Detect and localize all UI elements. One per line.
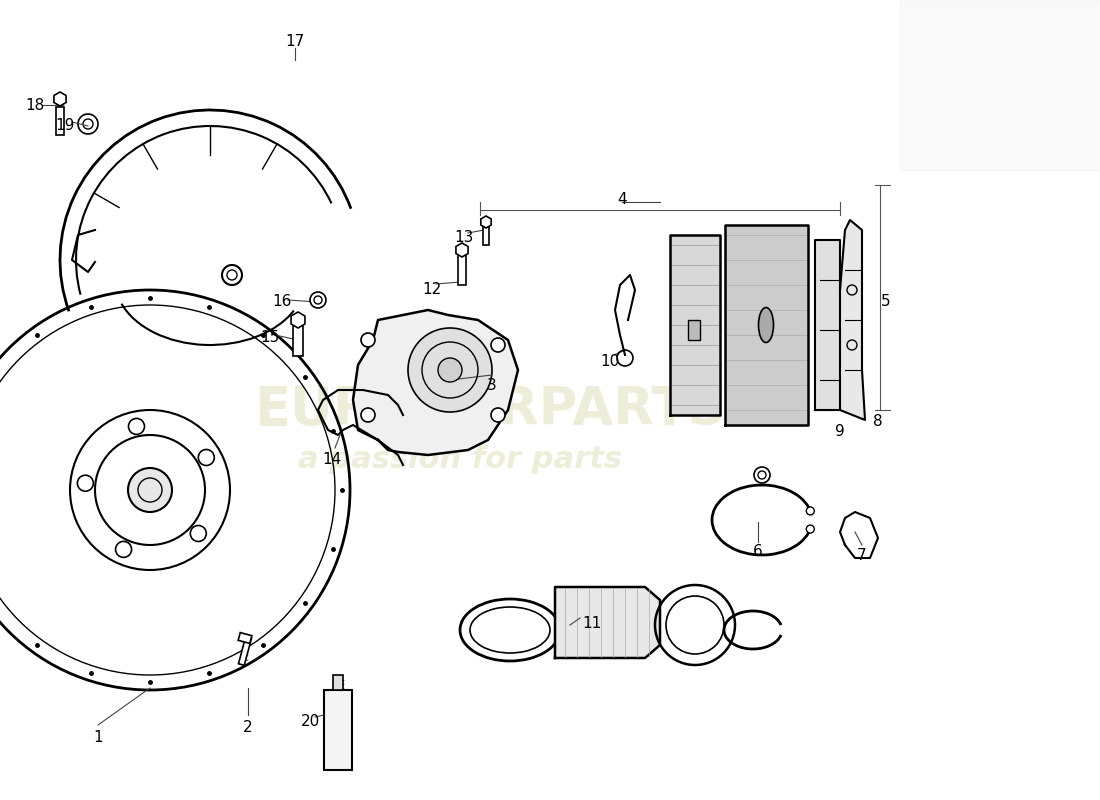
- Text: 16: 16: [273, 294, 292, 310]
- Bar: [239, 637, 252, 666]
- Polygon shape: [54, 92, 66, 106]
- Text: 15: 15: [261, 330, 279, 346]
- Circle shape: [222, 265, 242, 285]
- Text: 18: 18: [25, 98, 45, 113]
- Text: 17: 17: [285, 34, 305, 50]
- Text: 8: 8: [873, 414, 883, 430]
- Bar: [56, 107, 64, 135]
- Circle shape: [806, 525, 814, 533]
- Text: 5: 5: [881, 294, 891, 310]
- Bar: [458, 255, 466, 285]
- Circle shape: [408, 328, 492, 412]
- Polygon shape: [455, 243, 469, 257]
- Text: 20: 20: [300, 714, 320, 730]
- Bar: [688, 320, 700, 340]
- Circle shape: [128, 468, 172, 512]
- Circle shape: [361, 333, 375, 347]
- Circle shape: [361, 408, 375, 422]
- Polygon shape: [670, 235, 720, 415]
- Circle shape: [78, 114, 98, 134]
- Polygon shape: [353, 310, 518, 455]
- Polygon shape: [292, 312, 305, 328]
- Circle shape: [491, 338, 505, 352]
- Circle shape: [491, 408, 505, 422]
- Bar: [324, 690, 352, 770]
- Text: a passion for parts: a passion for parts: [298, 446, 622, 474]
- Polygon shape: [556, 587, 660, 658]
- Polygon shape: [840, 220, 865, 420]
- Polygon shape: [900, 0, 1100, 170]
- Bar: [239, 633, 252, 643]
- Text: 13: 13: [454, 230, 474, 246]
- Text: 10: 10: [601, 354, 619, 370]
- Bar: [333, 675, 343, 690]
- Text: 9: 9: [835, 425, 845, 439]
- Text: EUROCARPARTS: EUROCARPARTS: [254, 384, 726, 436]
- Text: 2: 2: [243, 721, 253, 735]
- Polygon shape: [481, 216, 492, 228]
- Text: 11: 11: [582, 615, 602, 630]
- Bar: [483, 223, 490, 245]
- Circle shape: [806, 507, 814, 515]
- Circle shape: [310, 292, 326, 308]
- Text: 4: 4: [617, 193, 627, 207]
- Text: 19: 19: [55, 118, 75, 134]
- Circle shape: [754, 467, 770, 483]
- Bar: [293, 326, 303, 356]
- Text: 12: 12: [422, 282, 441, 298]
- Text: 6: 6: [754, 545, 763, 559]
- Polygon shape: [815, 240, 840, 410]
- Circle shape: [438, 358, 462, 382]
- Text: 14: 14: [322, 453, 342, 467]
- Text: 7: 7: [857, 547, 867, 562]
- Text: 1: 1: [94, 730, 102, 746]
- Polygon shape: [725, 225, 808, 425]
- Text: 3: 3: [487, 378, 497, 393]
- Ellipse shape: [759, 307, 773, 342]
